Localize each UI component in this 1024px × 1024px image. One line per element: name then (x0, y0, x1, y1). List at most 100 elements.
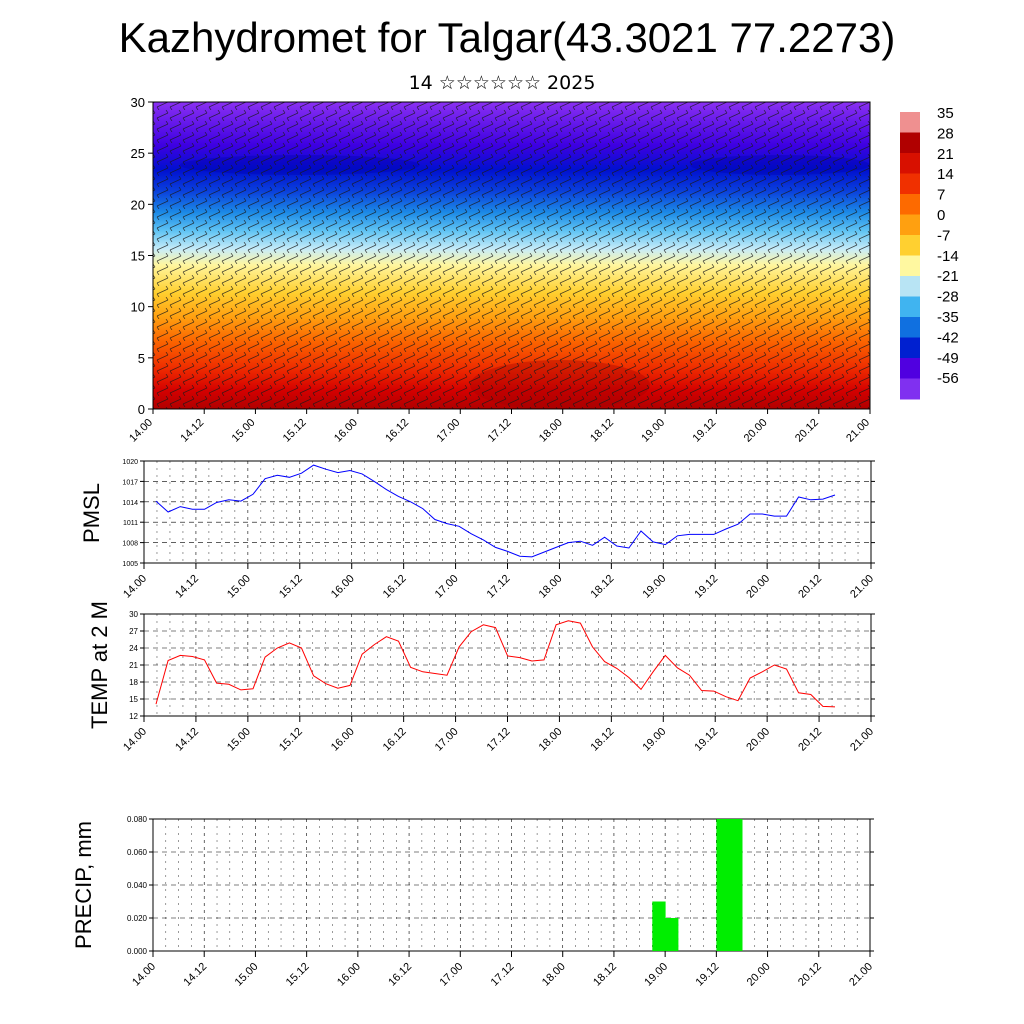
y-tick-label: 27 (129, 627, 138, 636)
x-tick-label: 17.12 (489, 961, 517, 989)
colorbar-label: -56 (937, 370, 959, 387)
page-title: Kazhydromet for Talgar(43.3021 77.2273) (118, 14, 896, 61)
heatmap-y-tick-label: 25 (131, 146, 145, 161)
heatmap-y-tick-label: 10 (131, 300, 145, 315)
x-tick-label: 17.00 (437, 961, 465, 989)
x-tick-label: 15.00 (225, 573, 253, 601)
x-tick-label: 15.12 (277, 726, 305, 754)
y-tick-label: 1017 (122, 479, 138, 486)
heatmap-x-tick-label: 18.12 (588, 417, 616, 445)
precip-panel: PRECIP, mm 14.00 14.12 15.00 15.12 16.00 16.1… (71, 815, 875, 989)
colorbar: 35 28 21 14 7 0 -7 -14 -21 -28 -35 -42 -49 -56 (900, 105, 959, 400)
heatmap-x-tick-label: 20.12 (793, 417, 821, 445)
colorbar-label: -14 (937, 248, 959, 265)
heatmap-y-axis: 0 5 10 15 20 25 30 (131, 95, 153, 417)
x-tick-label: 15.00 (225, 726, 253, 754)
colorbar-label: 14 (937, 166, 954, 183)
x-tick-label: 14.00 (121, 726, 149, 754)
y-tick-label: 24 (129, 644, 138, 653)
heatmap-x-tick-label: 18.00 (537, 417, 565, 445)
heatmap-y-tick-label: 5 (138, 351, 145, 366)
x-tick-label: 19.00 (640, 726, 668, 754)
colorbar-swatch (900, 235, 920, 256)
heatmap-x-tick-label: 16.00 (332, 417, 360, 445)
y-tick-label: 0.040 (127, 881, 148, 890)
wind-barbs (153, 102, 870, 409)
x-tick-label: 18.00 (537, 726, 565, 754)
colorbar-label: -35 (937, 309, 959, 326)
y-tick-label: 18 (129, 678, 138, 687)
colorbar-label: -7 (937, 227, 950, 244)
heatmap-x-tick-label: 19.12 (691, 417, 719, 445)
colorbar-label: 21 (937, 146, 954, 163)
x-tick-label: 16.00 (329, 726, 357, 754)
colorbar-swatch (900, 296, 920, 318)
x-tick-label: 21.00 (848, 573, 876, 601)
heatmap-y-tick-label: 20 (131, 197, 145, 212)
colorbar-swatch (900, 153, 920, 174)
heatmap-x-tick-label: 17.00 (434, 417, 462, 445)
colorbar-label: 35 (937, 105, 954, 122)
x-tick-label: 20.00 (744, 726, 772, 754)
x-tick-label: 19.00 (642, 961, 670, 989)
colorbar-swatch (900, 132, 920, 154)
heatmap-y-tick-label: 15 (131, 249, 145, 264)
colorbar-swatch (900, 194, 920, 215)
pmsl-series-line (155, 464, 836, 558)
colorbar-swatch (900, 112, 920, 133)
x-tick-label: 19.12 (694, 961, 722, 989)
heatmap-x-tick-label: 16.12 (383, 417, 411, 445)
heatmap-x-tick-label: 19.00 (639, 417, 667, 445)
x-tick-label: 16.12 (381, 573, 409, 601)
colorbar-swatch (900, 358, 920, 379)
colorbar-swatch (900, 173, 920, 195)
x-tick-label: 21.00 (847, 961, 875, 989)
x-tick-label: 17.00 (433, 726, 461, 754)
y-tick-label: 0.020 (127, 914, 148, 923)
x-tick-label: 17.12 (485, 573, 513, 601)
heatmap-y-tick-label: 0 (138, 402, 145, 417)
x-tick-label: 18.12 (589, 726, 617, 754)
x-tick-label: 18.12 (589, 573, 617, 601)
colorbar-swatch (900, 214, 920, 236)
x-tick-label: 16.00 (335, 961, 363, 989)
colorbar-label: 28 (937, 125, 954, 142)
y-tick-label: 1008 (122, 541, 138, 548)
x-tick-label: 19.12 (692, 573, 720, 601)
precip-bar (652, 901, 666, 951)
colorbar-label: -42 (937, 329, 959, 346)
x-tick-label: 15.12 (277, 573, 305, 601)
precip-bar (729, 819, 743, 951)
temp-series-line (155, 620, 836, 708)
x-tick-label: 20.12 (796, 726, 824, 754)
x-tick-label: 18.00 (537, 573, 565, 601)
y-tick-label: 0.060 (127, 848, 148, 857)
heatmap-x-tick-label: 14.12 (178, 417, 206, 445)
heatmap-x-axis: 14.00 14.12 15.00 15.12 16.00 16.12 17.00 17.12… (127, 409, 872, 445)
colorbar-swatch (900, 255, 920, 277)
y-tick-label: 12 (129, 712, 138, 721)
colorbar-label: -49 (937, 350, 959, 367)
x-tick-label: 20.00 (744, 573, 772, 601)
y-tick-label: 0.080 (127, 815, 148, 824)
temperature-wind-heatmap: 0 5 10 15 20 25 30 14.00 14.12 15.00 15.12 16.00 16… (127, 95, 872, 445)
y-tick-label: 30 (129, 610, 138, 619)
colorbar-label: 0 (937, 207, 945, 224)
x-tick-label: 14.00 (130, 961, 158, 989)
x-tick-label: 21.00 (848, 726, 876, 754)
colorbar-swatch (900, 378, 920, 400)
x-tick-label: 14.12 (181, 961, 209, 989)
page-subtitle: 14 ☆☆☆☆☆☆ 2025 (408, 72, 596, 94)
x-tick-label: 15.12 (284, 961, 312, 989)
x-tick-label: 19.00 (640, 573, 668, 601)
x-tick-label: 18.12 (591, 961, 619, 989)
heatmap-x-tick-label: 20.00 (742, 417, 770, 445)
y-tick-label: 1020 (122, 459, 138, 466)
colorbar-swatch (900, 276, 920, 297)
x-tick-label: 16.12 (386, 961, 414, 989)
heatmap-x-tick-label: 21.00 (844, 417, 872, 445)
heatmap-x-tick-label: 14.00 (127, 417, 155, 445)
x-tick-label: 15.00 (233, 961, 261, 989)
x-tick-label: 19.12 (692, 726, 720, 754)
